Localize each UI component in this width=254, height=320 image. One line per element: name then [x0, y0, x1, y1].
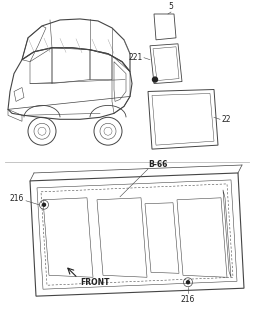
Text: 221: 221 [129, 53, 143, 62]
Circle shape [152, 77, 157, 82]
Text: 216: 216 [181, 295, 195, 304]
Text: 216: 216 [10, 194, 24, 203]
Text: B-66: B-66 [148, 160, 168, 169]
Text: 5: 5 [169, 2, 173, 11]
Text: FRONT: FRONT [80, 278, 109, 287]
Circle shape [42, 203, 45, 206]
Text: 22: 22 [222, 115, 231, 124]
Circle shape [186, 281, 189, 284]
